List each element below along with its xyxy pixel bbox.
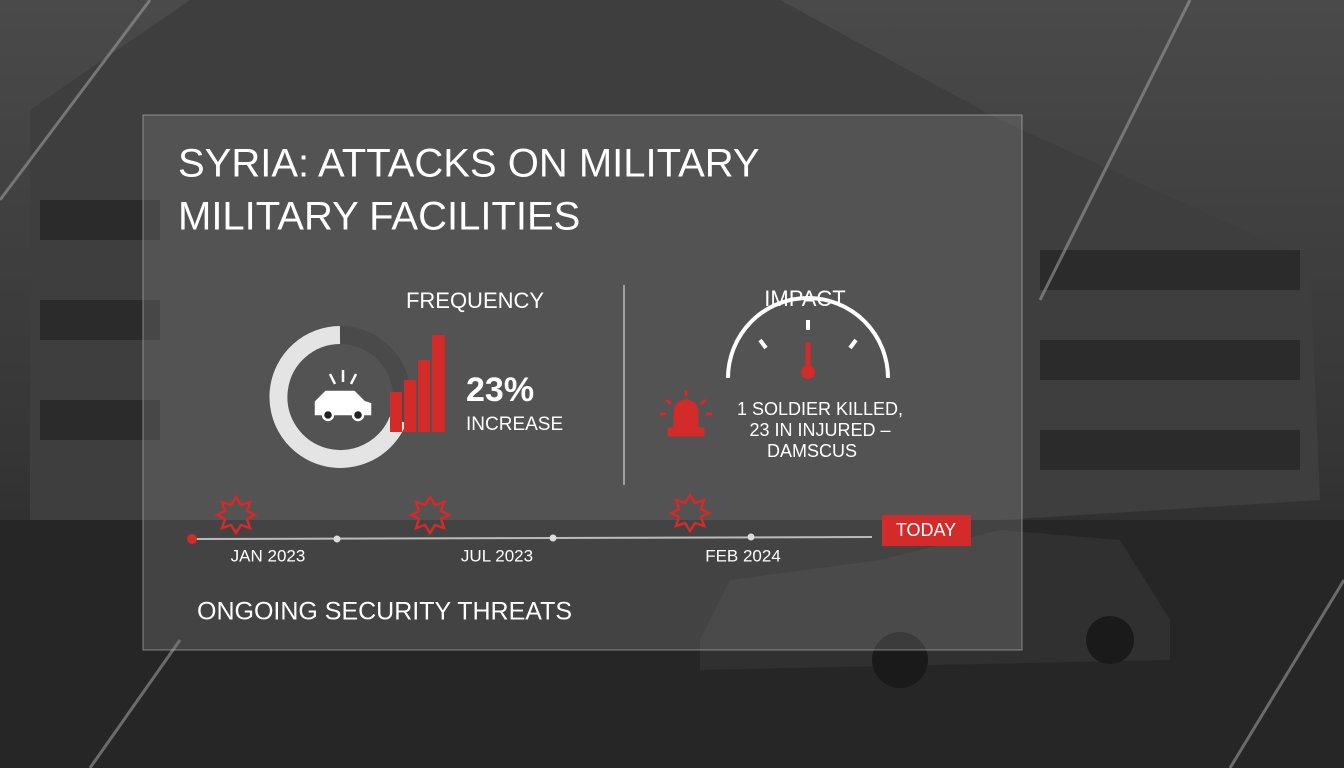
building-windows xyxy=(40,200,1300,470)
impact-line: 1 SOLDIER KILLED, xyxy=(737,399,903,419)
donut-arc xyxy=(269,326,407,468)
today-label: TODAY xyxy=(896,520,956,540)
car-icon xyxy=(314,370,372,422)
panel xyxy=(142,114,1023,651)
building xyxy=(30,0,1320,520)
explosion-icon xyxy=(214,492,712,536)
footer: ONGOING SECURITY THREATS xyxy=(197,598,572,626)
timeline-dot xyxy=(747,533,755,541)
frequency-stat-label: INCREASE xyxy=(466,414,563,435)
frequency-heading: FREQUENCY xyxy=(406,288,544,313)
timeline-dot xyxy=(549,534,557,542)
timeline-label: JAN 2023 xyxy=(231,546,306,565)
timeline-line xyxy=(191,536,873,540)
timeline-dot xyxy=(187,534,197,544)
frequency-stat: 23% xyxy=(466,371,534,409)
title-line: MILITARY FACILITIES xyxy=(178,195,580,239)
impact-line: DAMSCUS xyxy=(767,441,857,461)
wrecked-car xyxy=(700,530,1170,688)
impact-line: 23 IN INJURED – xyxy=(749,420,890,440)
timeline-label: FEB 2024 xyxy=(705,546,781,565)
timeline-dot xyxy=(333,535,341,543)
today-badge xyxy=(882,515,971,546)
gauge-icon xyxy=(726,296,890,379)
siren-icon xyxy=(660,390,712,437)
timeline-label: JUL 2023 xyxy=(461,546,533,565)
title-line: SYRIA: ATTACKS ON MILITARY xyxy=(178,142,760,186)
bar-icon xyxy=(390,335,445,432)
